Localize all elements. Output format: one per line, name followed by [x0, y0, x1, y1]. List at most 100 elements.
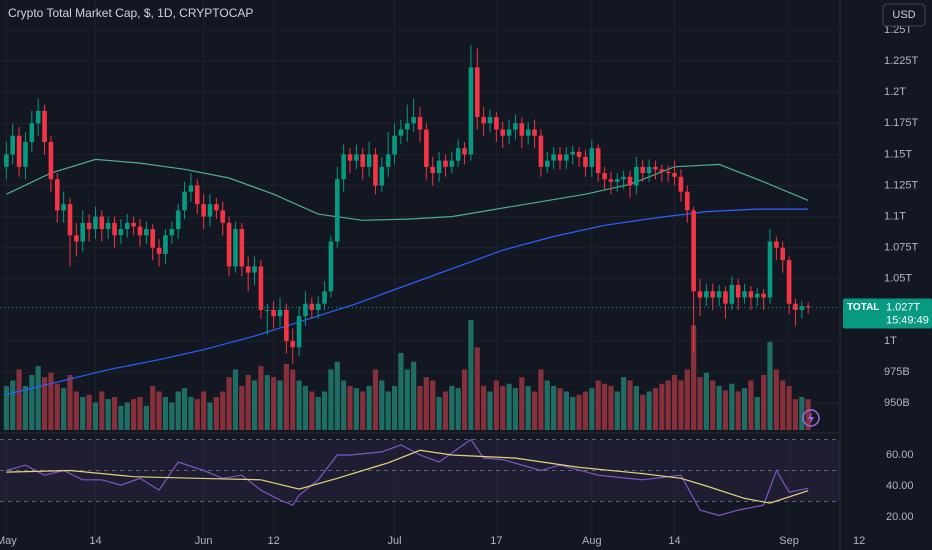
currency-button[interactable] [882, 3, 926, 27]
candle-body [163, 235, 168, 254]
volume-bar [150, 385, 156, 430]
candle-body [334, 179, 340, 242]
volume-bar [379, 380, 385, 430]
candle-body [519, 123, 525, 136]
volume-bar [792, 399, 799, 430]
axes: 950B 975B 1T 1.05T 1.075T 1.1T 1.125T 1.15T 1.17… [0, 24, 932, 547]
candle-body [150, 229, 156, 248]
candle-body [233, 229, 238, 267]
volume-bar [544, 380, 550, 430]
volume-bar [277, 380, 283, 430]
volume-bar [582, 391, 589, 430]
candle-body [748, 291, 754, 298]
y-tick-label: 1.1T [884, 211, 906, 223]
candle-body [220, 210, 226, 223]
x-tick-label: May [0, 535, 17, 547]
candle-body [80, 222, 86, 242]
candle-body [137, 226, 143, 236]
y-tick-label: 975B [884, 366, 910, 378]
volume-bar [531, 391, 538, 430]
volume-bar [589, 388, 595, 430]
line-series [6, 438, 809, 517]
volume-bar [417, 385, 423, 430]
volume-bar [404, 369, 410, 430]
volume-bar [773, 369, 779, 430]
volume-bar [220, 391, 226, 430]
candle-body [627, 176, 633, 186]
candle-body [264, 309, 270, 311]
volume-bar [570, 396, 576, 430]
candle-body [774, 241, 779, 248]
currency-label[interactable]: USD [892, 9, 915, 21]
volume-bar [283, 363, 289, 430]
candle-body [653, 166, 658, 170]
candle-body [252, 266, 257, 273]
last-price-label: 1.027T [886, 301, 921, 313]
candle-body [678, 176, 684, 192]
volume-bar [347, 385, 353, 430]
y-tick-label: 1.225T [884, 55, 919, 67]
y-tick-label: 1.175T [884, 117, 919, 129]
x-tick-label: 12 [853, 535, 865, 547]
candle-body [105, 222, 111, 230]
volume-bar [474, 347, 480, 430]
candle-body [767, 241, 773, 298]
volume-bar [621, 377, 627, 430]
candle-body [86, 222, 92, 230]
candle-body [124, 222, 130, 230]
y-tick-label: 1.05T [884, 273, 912, 285]
volume-bar [449, 385, 455, 430]
candle-body [112, 222, 117, 236]
candle-body [462, 148, 467, 155]
candle-body [691, 210, 696, 292]
candle-body [640, 166, 646, 174]
candle-body [716, 291, 722, 298]
volume-bar [411, 361, 417, 430]
volume-bar [780, 380, 786, 430]
last-price-name: TOTAL [847, 302, 879, 313]
volume-bar [366, 385, 372, 430]
candle-body [697, 291, 703, 298]
candle-body [424, 129, 429, 167]
candle-body [481, 117, 486, 124]
candle-body [207, 204, 213, 217]
volume-bar [519, 377, 525, 430]
candle-body [258, 266, 264, 310]
volume-bar [22, 385, 29, 430]
volume-bar [353, 388, 359, 430]
volume-bar [10, 380, 16, 430]
candle-body [417, 117, 423, 130]
volume-bar [92, 402, 99, 430]
volume-bar [309, 391, 315, 430]
candle-body [226, 222, 232, 267]
y-tick-label: 1.15T [884, 148, 912, 160]
volume-bar [741, 388, 748, 430]
alert-icon[interactable] [802, 409, 820, 427]
volume-bar [551, 385, 557, 430]
candle-body [538, 135, 544, 167]
volume-bar [41, 377, 48, 430]
volume-bar [805, 399, 811, 430]
x-tick-label: 12 [268, 535, 280, 547]
volume-bar [245, 374, 251, 430]
volume-bar [181, 388, 188, 430]
volume-bar [671, 374, 678, 430]
alert-bolt[interactable] [808, 412, 814, 424]
candle-body [659, 169, 665, 172]
candle-body [360, 154, 366, 167]
volume-bar [156, 391, 162, 430]
volume-bar [118, 405, 124, 430]
volume-bar [455, 388, 461, 430]
volume-bar [595, 380, 601, 430]
candle-body [16, 135, 22, 167]
volume-bar [430, 380, 436, 430]
volume-bar [525, 385, 531, 430]
candle-body [551, 154, 556, 161]
volume-bar [385, 391, 391, 430]
volume-bar [86, 394, 92, 430]
candle-body [373, 154, 378, 186]
volume-bar [271, 377, 277, 430]
candle-body [385, 154, 391, 167]
candle-body [468, 67, 474, 155]
candle-body [214, 204, 219, 211]
